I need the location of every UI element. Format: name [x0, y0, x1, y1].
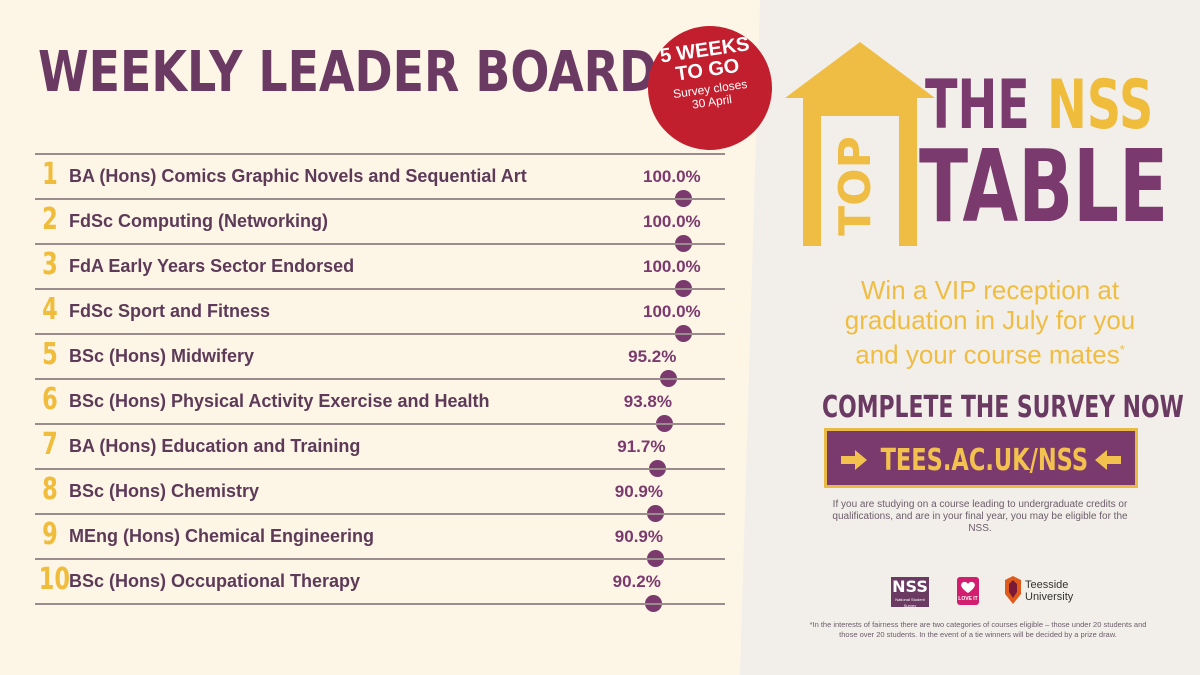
- row-divider: [35, 603, 725, 605]
- row-divider: [35, 288, 725, 290]
- row-divider: [35, 378, 725, 380]
- leaderboard-row: 8 BSc (Hons) Chemistry 90.9%: [35, 468, 735, 522]
- row-divider: [35, 198, 725, 200]
- leaderboard-row: 2 FdSc Computing (Networking) 100.0%: [35, 198, 735, 252]
- rank-number: 7: [42, 427, 58, 462]
- score-percent: 100.0%: [643, 302, 701, 321]
- rank-number: 5: [42, 337, 58, 372]
- course-name: MEng (Hons) Chemical Engineering: [69, 526, 375, 546]
- leaderboard-row: 7 BA (Hons) Education and Training 91.7%: [35, 423, 735, 477]
- leaderboard-row: 3 FdA Early Years Sector Endorsed 100.0%: [35, 243, 735, 297]
- leaderboard-row: 9 MEng (Hons) Chemical Engineering 90.9%: [35, 513, 735, 567]
- rank-number: 9: [42, 517, 58, 552]
- rank-number: 1: [42, 157, 58, 192]
- student-union-logo: LOVE IT: [957, 577, 979, 605]
- promo-line: and your course mates*: [790, 335, 1190, 370]
- page-title: WEEKLY LEADER BOARD: [38, 40, 658, 105]
- house-icon: TOP: [785, 42, 935, 246]
- row-divider: [35, 468, 725, 470]
- arrow-left-icon: [1095, 450, 1121, 470]
- course-name: FdSc Sport and Fitness: [69, 301, 271, 321]
- title-nss: NSS: [1047, 66, 1154, 145]
- nss-logo-sub: National Student Survey: [895, 597, 925, 608]
- score-percent: 90.9%: [614, 527, 663, 546]
- survey-url: TEES.AC.UK/NSS: [880, 443, 1088, 478]
- rank-number: 3: [42, 247, 58, 282]
- leaderboard-row: 6 BSc (Hons) Physical Activity Exercise a…: [35, 378, 735, 432]
- prize-draw-footnote: *In the interests of fairness there are …: [809, 620, 1147, 639]
- row-divider: [35, 153, 725, 155]
- arrow-right-icon: [841, 450, 867, 470]
- rank-number: 2: [42, 202, 58, 237]
- leaderboard-row: 4 FdSc Sport and Fitness 100.0%: [35, 288, 735, 342]
- course-name: FdA Early Years Sector Endorsed: [69, 256, 355, 276]
- leaderboard-row: 10 BSc (Hons) Occupational Therapy 90.2%: [35, 558, 735, 612]
- row-divider: [35, 333, 725, 335]
- promo-line-text: and your course mates: [855, 339, 1120, 370]
- nss-logo-text: NSS: [892, 577, 928, 596]
- course-name: BSc (Hons) Chemistry: [69, 481, 260, 501]
- love-it-text: LOVE IT: [958, 596, 978, 602]
- university-crest-icon: [1005, 576, 1021, 604]
- teesside-university-logo: Teesside University: [1003, 576, 1083, 606]
- nss-logo: NSS National Student Survey: [891, 577, 929, 608]
- course-name: BSc (Hons) Physical Activity Exercise an…: [69, 391, 490, 411]
- row-divider: [35, 423, 725, 425]
- rank-number: 4: [42, 292, 58, 327]
- rank-number: 8: [42, 472, 58, 507]
- course-name: BSc (Hons) Midwifery: [69, 346, 255, 366]
- house-word: TOP: [830, 136, 881, 236]
- leaderboard-bottom-border: [35, 603, 735, 605]
- promo-line: graduation in July for you: [844, 305, 1136, 335]
- eligibility-note: If you are studying on a course leading …: [832, 499, 1128, 534]
- row-divider: [35, 513, 725, 515]
- leaderboard-panel: [0, 0, 770, 675]
- score-percent: 95.2%: [628, 347, 677, 366]
- title-the: THE: [925, 66, 1030, 145]
- university-name: Teesside University: [1025, 579, 1073, 603]
- cta-heading: COMPLETE THE SURVEY NOW: [822, 390, 1184, 425]
- row-divider: [35, 243, 725, 245]
- promo-line: Win a VIP reception at: [860, 275, 1120, 305]
- course-name: FdSc Computing (Networking): [69, 211, 328, 231]
- course-name: BSc (Hons) Occupational Therapy: [69, 571, 361, 591]
- score-percent: 90.2%: [612, 572, 661, 591]
- row-divider: [35, 558, 725, 560]
- score-percent: 100.0%: [643, 257, 701, 276]
- leaderboard-row: 5 BSc (Hons) Midwifery 95.2%: [35, 333, 735, 387]
- score-percent: 91.7%: [617, 437, 666, 456]
- score-percent: 93.8%: [623, 392, 672, 411]
- prize-promo: Win a VIP reception at graduation in Jul…: [790, 275, 1190, 370]
- title-table: TABLE: [919, 128, 1169, 245]
- promo-footnote-mark: *: [1119, 342, 1125, 357]
- course-name: BA (Hons) Comics Graphic Novels and Sequ…: [69, 166, 527, 186]
- rank-number: 6: [42, 382, 58, 417]
- rank-number: 10: [38, 562, 71, 597]
- course-name: BA (Hons) Education and Training: [69, 436, 361, 456]
- heart-icon: [961, 581, 975, 593]
- university-name-line1: Teesside: [1025, 579, 1069, 591]
- survey-link-button[interactable]: TEES.AC.UK/NSS: [824, 428, 1138, 488]
- score-percent: 100.0%: [643, 167, 701, 186]
- score-percent: 100.0%: [643, 212, 701, 231]
- university-name-line2: University: [1025, 591, 1074, 603]
- leaderboard-row: 1 BA (Hons) Comics Graphic Novels and Seq…: [35, 153, 735, 207]
- score-percent: 90.9%: [614, 482, 663, 501]
